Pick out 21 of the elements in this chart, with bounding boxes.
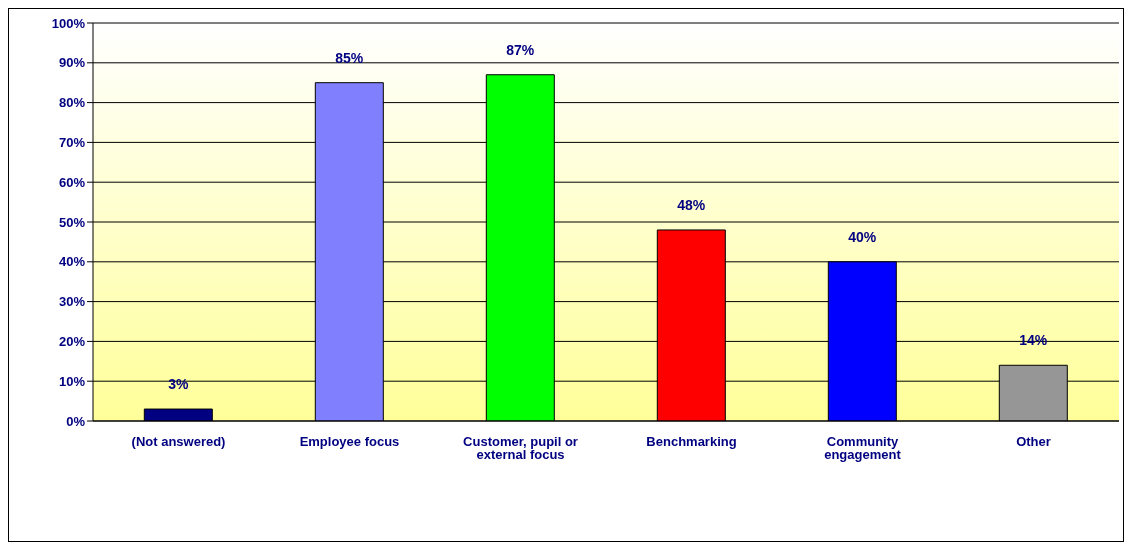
x-tick-label: Other (1016, 434, 1051, 450)
y-tick-label: 70% (58, 135, 86, 151)
y-tick-label: 40% (58, 254, 86, 270)
x-tick-label: Community engagement (824, 434, 902, 463)
y-tick-label: 60% (58, 174, 86, 190)
y-tick-label: 20% (58, 334, 86, 350)
data-label: 87% (506, 41, 535, 58)
y-tick-label: 100% (51, 15, 86, 31)
x-tick-label: Benchmarking (646, 434, 737, 450)
x-tick-label: Customer, pupil or external focus (463, 434, 578, 463)
data-label: 40% (848, 228, 877, 245)
y-tick-label: 10% (58, 373, 86, 389)
x-tick-label: (Not answered) (131, 434, 226, 450)
x-tick-label: Employee focus (299, 434, 400, 450)
data-label: 48% (677, 196, 706, 213)
y-tick-label: 80% (58, 95, 86, 111)
y-tick-label: 30% (58, 294, 86, 310)
y-tick-label: 90% (58, 55, 86, 71)
y-tick-label: 50% (58, 214, 86, 230)
y-tick-label: 0% (66, 413, 86, 429)
data-label: 85% (335, 49, 364, 66)
